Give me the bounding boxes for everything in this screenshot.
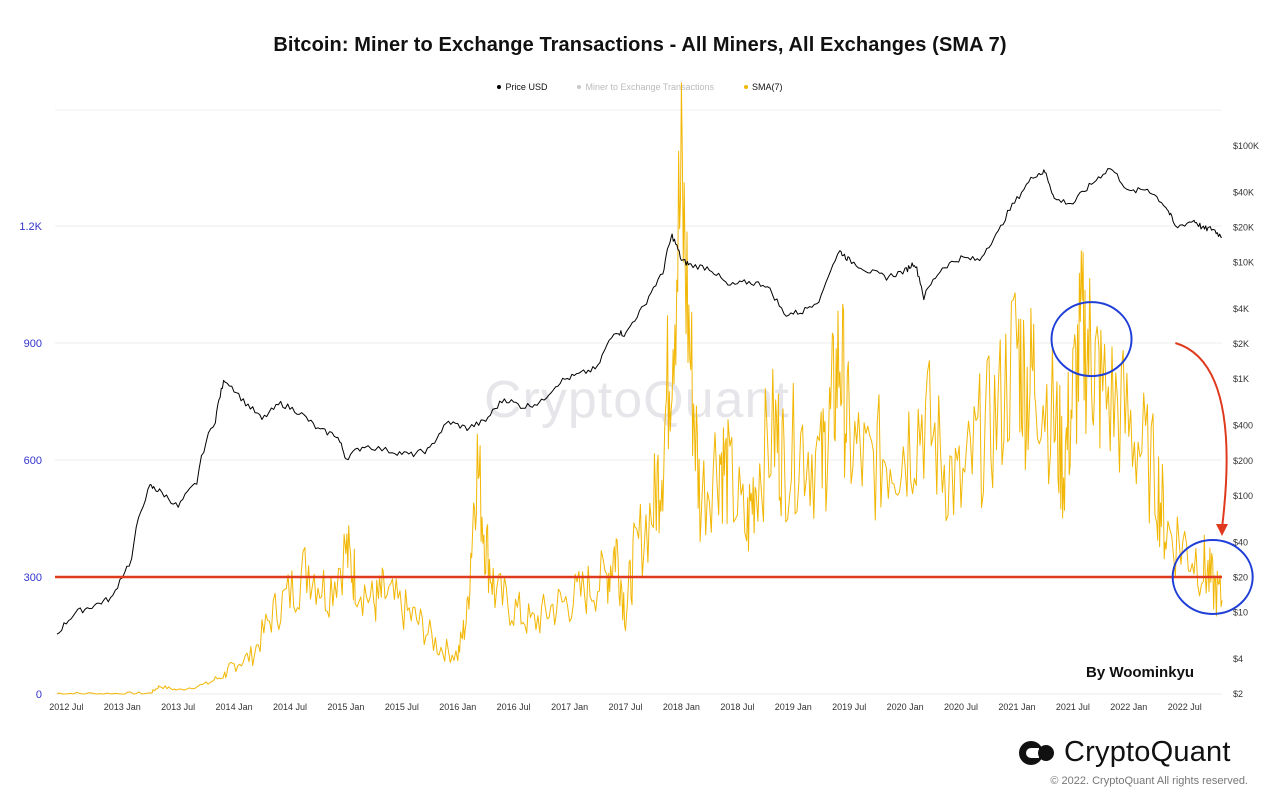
cryptoquant-logo-icon <box>1019 740 1054 765</box>
y-right-tick-label: $4 <box>1233 654 1243 664</box>
y-left-tick-label: 1.2K <box>19 221 42 233</box>
x-tick-label: 2013 Jul <box>161 702 195 712</box>
y-right-tick-label: $20K <box>1233 223 1254 233</box>
legend-label: Miner to Exchange Transactions <box>585 82 715 92</box>
legend-label: Price USD <box>505 82 548 92</box>
watermark: CryptoQuant <box>484 371 790 429</box>
y-right-tick-label: $40K <box>1233 187 1254 197</box>
series-sma7-line <box>56 82 1223 695</box>
x-tick-label: 2014 Jul <box>273 702 307 712</box>
x-tick-label: 2017 Jul <box>609 702 643 712</box>
series-price-line <box>56 168 1223 635</box>
highlight-circle-low <box>1171 539 1254 615</box>
x-tick-label: 2022 Jul <box>1168 702 1202 712</box>
y-right-tick-label: $2K <box>1233 339 1249 349</box>
y-right-tick-label: $4K <box>1233 304 1249 314</box>
y-right-tick-label: $1K <box>1233 374 1249 384</box>
y-right-tick-label: $40 <box>1233 537 1248 547</box>
legend-marker <box>497 85 502 89</box>
y-right-tick-label: $400 <box>1233 421 1253 431</box>
x-tick-label: 2018 Jan <box>663 702 700 712</box>
chart-title: Bitcoin: Miner to Exchange Transactions … <box>273 34 1007 56</box>
x-tick-label: 2019 Jul <box>832 702 866 712</box>
legend-item[interactable]: Price USD <box>497 82 547 92</box>
annotation-arrow-head <box>1216 524 1228 536</box>
legend-label: SMA(7) <box>752 82 783 92</box>
x-tick-label: 2016 Jul <box>497 702 531 712</box>
x-tick-label: 2014 Jan <box>216 702 253 712</box>
annotation-arrow <box>1175 342 1228 529</box>
x-tick-label: 2013 Jan <box>104 702 141 712</box>
y-right-tick-label: $10K <box>1233 258 1254 268</box>
x-tick-label: 2012 Jul <box>49 702 83 712</box>
legend-item[interactable]: Miner to Exchange Transactions <box>577 82 714 92</box>
x-tick-label: 2015 Jul <box>385 702 419 712</box>
x-tick-label: 2021 Jul <box>1056 702 1090 712</box>
y-left-tick-label: 900 <box>24 338 42 350</box>
x-tick-label: 2019 Jan <box>775 702 812 712</box>
copyright: © 2022. CryptoQuant All rights reserved. <box>1050 775 1248 787</box>
x-tick-label: 2020 Jul <box>944 702 978 712</box>
author-signature: By Woominkyu <box>1086 664 1195 681</box>
legend-marker <box>577 85 582 89</box>
y-left-tick-label: 600 <box>24 455 42 467</box>
x-tick-label: 2016 Jan <box>439 702 476 712</box>
legend: Price USD Miner to Exchange Transactions S… <box>0 82 1280 92</box>
brand-name: CryptoQuant <box>1064 736 1231 768</box>
y-right-tick-label: $100K <box>1233 141 1259 151</box>
x-tick-label: 2020 Jan <box>887 702 924 712</box>
y-left-tick-label: 300 <box>24 572 42 584</box>
x-tick-label: 2021 Jan <box>998 702 1035 712</box>
y-right-tick-label: $10 <box>1233 607 1248 617</box>
y-right-tick-label: $200 <box>1233 456 1253 466</box>
legend-item[interactable]: SMA(7) <box>744 82 783 92</box>
x-tick-label: 2015 Jan <box>327 702 364 712</box>
y-right-tick-label: $2 <box>1233 689 1243 699</box>
y-left-tick-label: 0 <box>36 689 42 701</box>
x-tick-label: 2018 Jul <box>720 702 754 712</box>
y-right-tick-label: $100 <box>1233 491 1253 501</box>
legend-marker <box>744 85 749 89</box>
y-right-tick-label: $20 <box>1233 572 1248 582</box>
x-tick-label: 2022 Jan <box>1110 702 1147 712</box>
highlight-circle-peak <box>1050 301 1133 378</box>
brand-logo: CryptoQuant <box>1018 736 1231 769</box>
x-tick-label: 2017 Jan <box>551 702 588 712</box>
